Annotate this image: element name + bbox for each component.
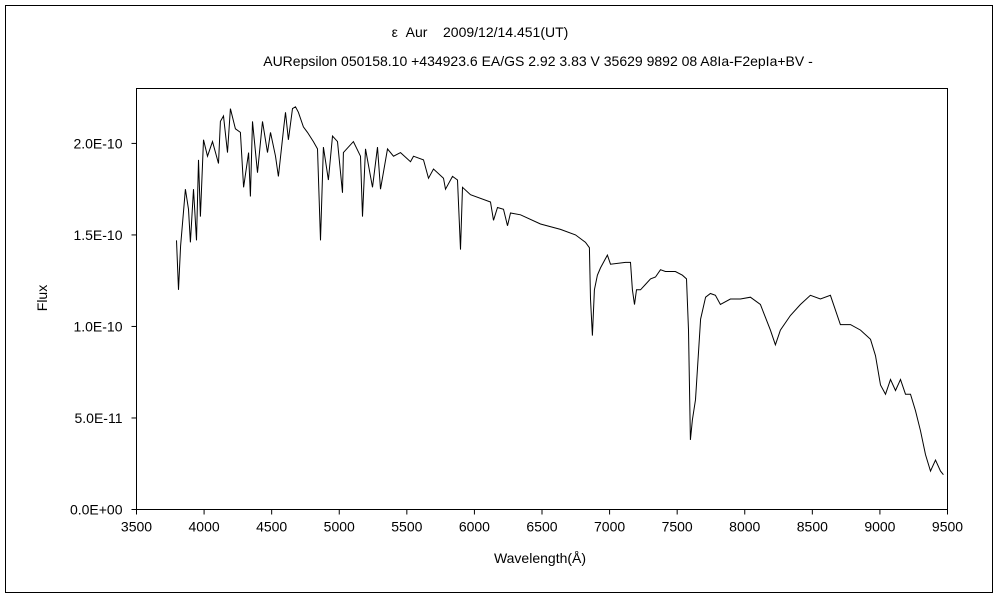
x-tick-label: 8000 <box>729 519 760 535</box>
x-tick-label: 6000 <box>459 519 490 535</box>
y-tick-label: 1.5E-10 <box>73 227 122 243</box>
y-tick-label: 5.0E-11 <box>75 410 123 426</box>
x-tick-label: 3500 <box>121 519 152 535</box>
x-tick-label: 5500 <box>391 519 422 535</box>
chart-title: ε Aur 2009/12/14.451(UT) <box>392 24 569 40</box>
x-tick-label: 4500 <box>256 519 287 535</box>
x-tick-label: 4000 <box>189 519 220 535</box>
x-tick-label: 6500 <box>526 519 557 535</box>
x-tick-label: 9000 <box>864 519 895 535</box>
x-tick-label: 9500 <box>932 519 963 535</box>
x-tick-label: 8500 <box>797 519 828 535</box>
y-tick-label: 1.0E-10 <box>73 318 122 334</box>
x-axis: 3500 4000 4500 5000 5500 6000 6500 7000 7500 8000… <box>121 509 963 535</box>
chart-frame <box>5 5 993 593</box>
y-tick-label: 0.0E+00 <box>70 502 123 518</box>
x-axis-label: Wavelength(Å) <box>494 550 586 566</box>
y-axis-label: Flux <box>34 285 50 311</box>
y-tick-label: 2.0E-10 <box>73 135 122 151</box>
x-tick-label: 7000 <box>594 519 625 535</box>
chart-subtitle: AURepsilon 050158.10 +434923.6 EA/GS 2.9… <box>263 53 813 69</box>
spectrum-line <box>176 106 944 476</box>
y-axis: 0.0E+00 5.0E-11 1.0E-10 1.5E-10 2.0E-10 <box>70 135 137 518</box>
x-tick-label: 7500 <box>662 519 693 535</box>
x-tick-label: 5000 <box>324 519 355 535</box>
